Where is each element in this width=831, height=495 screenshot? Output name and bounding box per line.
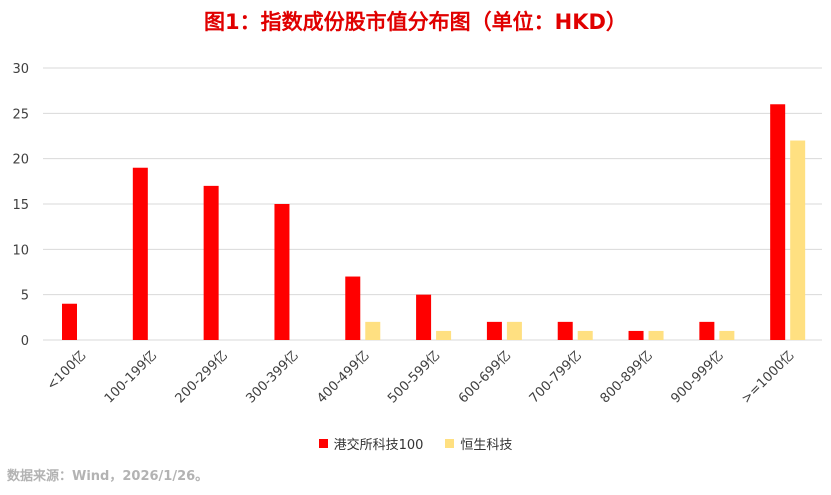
bar-1 — [699, 321, 715, 340]
x-tick-label: 300-399亿 — [243, 348, 301, 406]
y-tick-label: 25 — [12, 107, 29, 122]
bar-1 — [345, 276, 361, 340]
x-tick-label: <100亿 — [44, 348, 89, 393]
legend-swatch-series2 — [445, 439, 455, 448]
bar-1 — [132, 167, 148, 340]
legend: 港交所科技100 恒生科技 — [0, 434, 831, 453]
y-tick-label: 0 — [21, 334, 29, 349]
bar-2 — [577, 330, 593, 340]
source-note: 数据来源：Wind，2026/1/26。 — [7, 469, 209, 484]
legend-swatch-series1 — [318, 439, 328, 448]
y-tick-label: 20 — [12, 153, 29, 168]
legend-item-series2: 恒生科技 — [445, 434, 512, 453]
x-tick-label: 100-199亿 — [102, 348, 160, 406]
y-tick-label: 10 — [12, 243, 29, 258]
x-tick-label: 600-699亿 — [456, 348, 514, 406]
bar-1 — [770, 104, 786, 341]
bar-2 — [790, 140, 806, 340]
bar-1 — [203, 185, 219, 340]
legend-label-series1: 港交所科技100 — [333, 438, 424, 453]
bar-1 — [416, 294, 432, 340]
x-tick-label: 900-999亿 — [668, 348, 726, 406]
bar-2 — [648, 330, 664, 340]
x-tick-label: >=1000亿 — [739, 348, 798, 407]
x-tick-label: 800-899亿 — [598, 348, 656, 406]
x-tick-label: 500-599亿 — [385, 348, 443, 406]
bar-2 — [365, 321, 381, 340]
bar-2 — [506, 321, 522, 340]
bar-2 — [436, 330, 452, 340]
x-tick-label: 400-499亿 — [314, 348, 372, 406]
legend-label-series2: 恒生科技 — [460, 438, 513, 453]
bar-2 — [719, 330, 735, 340]
x-tick-label: 200-299亿 — [173, 348, 231, 406]
legend-item-series1: 港交所科技100 — [318, 434, 424, 453]
bar-1 — [486, 321, 502, 340]
x-tick-label: 700-799亿 — [527, 348, 585, 406]
y-tick-label: 5 — [21, 289, 29, 304]
chart-title: 图1：指数成份股市值分布图（单位：HKD） — [204, 10, 627, 34]
bar-1 — [628, 330, 644, 340]
y-tick-label: 30 — [12, 62, 29, 77]
bar-1 — [62, 303, 77, 340]
y-tick-label: 15 — [12, 198, 29, 213]
bar-1 — [557, 321, 573, 340]
bar-1 — [274, 204, 290, 340]
